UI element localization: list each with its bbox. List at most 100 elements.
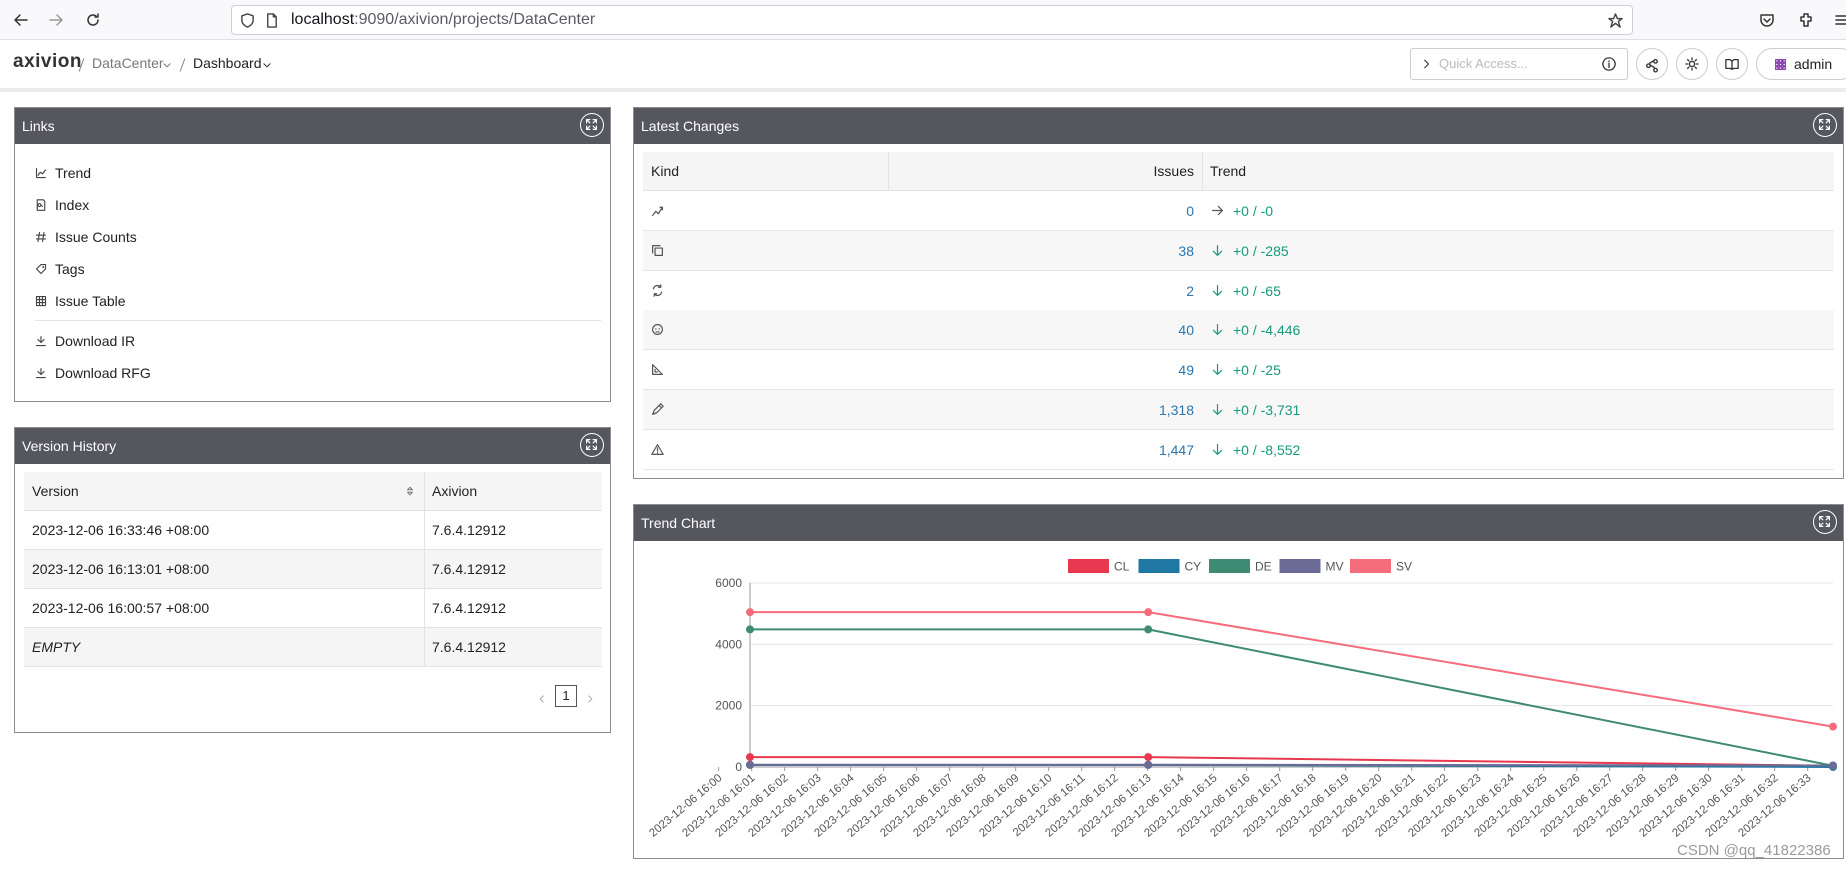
link-text: Index — [55, 197, 90, 213]
trend-delta[interactable]: +0 / -4,446 — [1233, 322, 1301, 339]
info-icon-glyph — [1602, 57, 1616, 71]
bookmark-star[interactable] — [1608, 13, 1623, 28]
kind-icon-glyph — [652, 403, 664, 415]
breadcrumb-page[interactable]: Dashboard — [193, 55, 262, 71]
panel-title: Latest Changes — [641, 118, 740, 134]
link-icon — [36, 199, 46, 211]
reload-button[interactable] — [85, 12, 101, 28]
info-icon — [1602, 57, 1616, 71]
issue-count[interactable]: 2 — [1186, 282, 1194, 299]
column-header[interactable]: Version — [32, 483, 79, 499]
expand-glyph — [1819, 119, 1830, 130]
quick-access[interactable]: Quick Access... — [1410, 48, 1628, 80]
trend-delta[interactable]: +0 / -3,731 — [1233, 402, 1301, 418]
table-row: 0 +0 / -0 — [643, 191, 1834, 231]
link-item[interactable]: Issue Table — [15, 285, 610, 317]
trend-arrow — [1212, 324, 1223, 336]
table-cell: 2023-12-06 16:00:57 +08:00 — [32, 600, 210, 616]
table-row: 1,447 +0 / -8,552 — [643, 429, 1834, 470]
issue-count[interactable]: 38 — [1178, 242, 1194, 259]
legend-swatch — [1350, 559, 1391, 573]
trend-delta[interactable]: +0 / -8,552 — [1233, 441, 1301, 458]
y-tick-label: 4000 — [715, 637, 742, 651]
legend-label: CL — [1114, 560, 1130, 574]
user-menu[interactable]: admin — [1756, 48, 1846, 80]
expand-button[interactable] — [580, 113, 604, 137]
link-icon — [35, 167, 47, 179]
kind-icon — [652, 403, 664, 415]
trend-delta[interactable]: +0 / -285 — [1233, 242, 1289, 259]
shield-icon — [241, 13, 254, 28]
panel-header: Version History — [15, 428, 610, 464]
pager-next[interactable] — [585, 693, 595, 705]
legend-label: CY — [1185, 560, 1202, 574]
links-divider — [35, 320, 601, 321]
chevron-glyph — [263, 63, 271, 68]
chevron-glyph — [163, 63, 171, 68]
page-icon — [267, 13, 277, 28]
pager-next-glyph — [588, 695, 593, 703]
logo[interactable]: axivion — [13, 51, 82, 72]
pocket-icon[interactable] — [1759, 12, 1775, 28]
expand-button[interactable] — [1813, 510, 1837, 534]
trend-arrow-glyph — [1212, 364, 1223, 376]
trend-arrow — [1212, 205, 1223, 216]
pager-prev-glyph — [539, 695, 544, 703]
series-line — [750, 763, 1834, 767]
legend-label: DE — [1255, 560, 1272, 574]
issue-count[interactable]: 1,447 — [1158, 441, 1194, 458]
y-tick-label: 0 — [735, 760, 742, 774]
link-item[interactable]: Trend — [15, 157, 610, 189]
pocket-icon-glyph — [1760, 14, 1774, 27]
forward-button[interactable] — [48, 12, 64, 28]
expand-button[interactable] — [1813, 113, 1837, 137]
link-item[interactable]: Tags — [15, 253, 610, 285]
trend-delta[interactable]: +0 / -0 — [1233, 203, 1274, 219]
issue-count[interactable]: 40 — [1178, 322, 1194, 339]
docs-button[interactable] — [1716, 48, 1748, 80]
column-divider — [424, 589, 425, 627]
kind-icon-glyph — [652, 244, 663, 256]
share-button[interactable] — [1636, 48, 1668, 80]
quick-access-placeholder: Quick Access... — [1439, 56, 1528, 71]
download-item[interactable]: Download RFG — [15, 357, 610, 389]
issue-count[interactable]: 0 — [1186, 203, 1194, 219]
download-text: Download IR — [55, 333, 136, 349]
column-header[interactable]: Axivion — [432, 483, 478, 499]
expand-button[interactable] — [580, 433, 604, 457]
kind-icon — [652, 244, 663, 256]
link-item[interactable]: Index — [15, 189, 610, 221]
button-glyph-glyph — [1685, 57, 1699, 71]
link-icon — [35, 295, 47, 307]
table-row: 38 +0 / -285 — [643, 230, 1834, 271]
table-row: 49 +0 / -25 — [643, 350, 1834, 391]
trend-arrow — [1212, 284, 1223, 296]
menu-icon[interactable] — [1834, 12, 1846, 28]
pager-page[interactable]: 1 — [555, 685, 577, 707]
sort-icon — [407, 486, 413, 496]
table-row: EMPTY 7.6.4.12912 — [24, 628, 602, 667]
trend-delta[interactable]: +0 / -25 — [1233, 362, 1281, 379]
legend-label: MV — [1326, 560, 1344, 574]
link-item[interactable]: Issue Counts — [15, 221, 610, 253]
url-field[interactable]: localhost:9090/axivion/projects/DataCent… — [231, 5, 1633, 35]
settings-button[interactable] — [1676, 48, 1708, 80]
url-text: localhost:9090/axivion/projects/DataCent… — [291, 6, 595, 34]
download-icon-glyph — [35, 335, 47, 347]
link-icon — [35, 263, 47, 275]
expand-glyph — [586, 119, 597, 130]
trend-delta[interactable]: +0 / -65 — [1233, 282, 1281, 299]
extensions-icon[interactable] — [1798, 12, 1814, 28]
link-text: Trend — [55, 165, 92, 181]
table-cell: 2023-12-06 16:13:01 +08:00 — [32, 561, 210, 577]
back-button[interactable] — [13, 12, 29, 28]
breadcrumb-project[interactable]: DataCenter — [92, 55, 164, 71]
pager-prev[interactable] — [537, 693, 547, 705]
kind-icon — [651, 443, 664, 455]
bookmark-star-glyph — [1608, 13, 1623, 28]
data-point — [746, 625, 754, 634]
download-item[interactable]: Download IR — [15, 325, 610, 357]
issue-count[interactable]: 49 — [1178, 362, 1194, 379]
issue-count[interactable]: 1,318 — [1158, 402, 1194, 418]
